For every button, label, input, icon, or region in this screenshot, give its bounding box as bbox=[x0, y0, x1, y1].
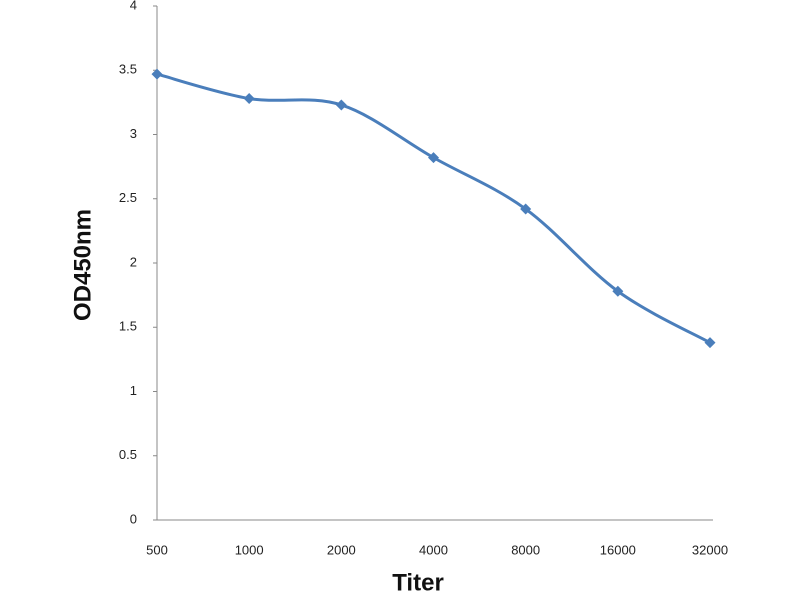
data-line bbox=[156, 72, 711, 344]
x-tick-label: 4000 bbox=[419, 542, 448, 557]
x-tick-label: 8000 bbox=[511, 542, 540, 557]
x-tick-label: 32000 bbox=[692, 542, 728, 557]
y-axis-title: OD450nm bbox=[69, 209, 96, 321]
data-marker bbox=[151, 68, 163, 80]
y-tick-label: 3 bbox=[130, 126, 137, 141]
data-marker bbox=[335, 99, 347, 111]
y-tick-label: 4 bbox=[130, 0, 137, 12]
x-axis-title: Titer bbox=[392, 569, 444, 596]
y-tick-label: 2 bbox=[130, 254, 137, 269]
x-tick-label: 500 bbox=[146, 542, 168, 557]
data-marker bbox=[520, 203, 532, 215]
y-tick-label: 1 bbox=[130, 383, 137, 398]
data-marker bbox=[243, 93, 255, 105]
y-tick-label: 2.5 bbox=[119, 190, 137, 205]
x-tick-label: 1000 bbox=[235, 542, 264, 557]
data-marker bbox=[612, 285, 624, 297]
x-tick-label: 16000 bbox=[600, 542, 636, 557]
x-tick-label: 2000 bbox=[327, 542, 356, 557]
data-marker bbox=[428, 152, 439, 164]
data-marker bbox=[704, 337, 716, 349]
y-tick-label: 3.5 bbox=[119, 62, 137, 77]
y-tick-label: 0.5 bbox=[119, 447, 137, 462]
y-tick-label: 0 bbox=[130, 511, 137, 526]
y-tick-label: 1.5 bbox=[119, 319, 137, 334]
